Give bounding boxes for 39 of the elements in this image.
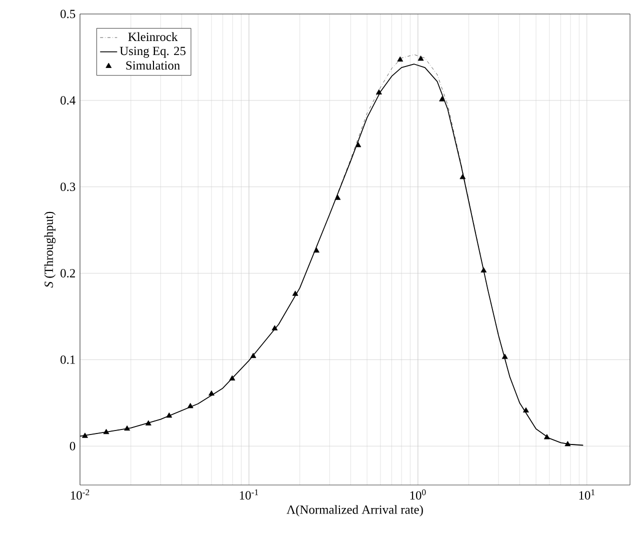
- y-tick-label: 0: [70, 442, 76, 450]
- point: [397, 56, 404, 62]
- point: [229, 375, 236, 380]
- point: [314, 247, 320, 253]
- x-tick-label: 10$^{-2}$: [70, 489, 90, 500]
- point: [418, 56, 424, 61]
- point: [187, 402, 194, 408]
- point: [103, 428, 110, 434]
- legend-label: Kleinrock: [128, 32, 178, 42]
- point: [124, 425, 130, 431]
- legend-label: Simulation: [126, 60, 180, 70]
- x-axis-title: Λ(Normalized Arrival rate): [286, 505, 423, 516]
- point: [544, 434, 550, 440]
- point: [334, 194, 341, 200]
- point: [292, 290, 298, 296]
- point: [272, 325, 278, 330]
- y-tick-label: 0.2: [60, 269, 75, 278]
- y-tick-label: 0.5: [60, 10, 76, 18]
- point: [145, 420, 152, 426]
- x-tick-label: 10$^{0}$: [410, 489, 426, 500]
- point: [250, 352, 256, 358]
- x-tick-label: 10$^{-1}$: [240, 489, 258, 500]
- point: [502, 354, 508, 359]
- point: [208, 390, 214, 396]
- x-tick-label: 10$^{1}$: [579, 489, 595, 500]
- y-tick-label: 0.3: [60, 182, 76, 192]
- legend-label: Using Eq. 25: [120, 46, 186, 58]
- point: [564, 440, 571, 446]
- y-axis-title: S (Throughput): [44, 212, 56, 288]
- point: [439, 96, 446, 102]
- point: [460, 174, 466, 180]
- point: [523, 407, 529, 412]
- point: [82, 432, 88, 438]
- point: [166, 412, 172, 418]
- y-tick-label: 0.4: [60, 96, 76, 105]
- y-tick-label: 0.1: [60, 355, 75, 364]
- point: [480, 267, 487, 272]
- point: [355, 142, 362, 148]
- point: [376, 89, 382, 94]
